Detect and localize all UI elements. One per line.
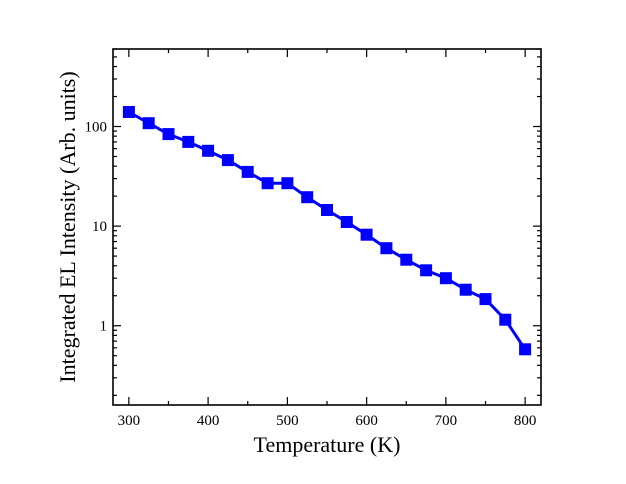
x-tick-label: 600	[355, 413, 378, 429]
x-tick-label: 300	[118, 413, 141, 429]
data-point	[241, 165, 254, 178]
data-point	[439, 272, 452, 285]
data-point	[479, 293, 492, 306]
data-point	[400, 253, 413, 266]
data-point	[519, 343, 532, 356]
plot-frame	[112, 48, 542, 406]
data-point	[321, 204, 333, 216]
data-point	[420, 264, 433, 277]
y-axis-title: Integrated EL Intensity (Arb. units)	[55, 71, 80, 382]
y-tick-label: 1	[100, 319, 108, 335]
data-point	[459, 283, 472, 296]
x-axis-title: Temperature (K)	[254, 432, 401, 457]
data-point	[122, 106, 135, 118]
data-point	[162, 128, 175, 141]
data-point	[360, 228, 373, 241]
data-point	[142, 117, 155, 130]
y-tick-label: 100	[85, 120, 108, 136]
series-markers	[122, 106, 532, 356]
x-tick-label: 500	[276, 413, 299, 429]
data-point	[202, 144, 215, 157]
data-point	[221, 154, 234, 167]
axis-tick-labels: 300 400 500 600 700 800 1 10 100	[85, 120, 537, 429]
data-point	[261, 177, 274, 190]
x-tick-label: 700	[435, 413, 458, 429]
data-point	[499, 313, 512, 326]
x-tick-label: 800	[514, 413, 537, 429]
data-point	[340, 216, 353, 228]
data-point	[301, 191, 314, 204]
data-point	[182, 135, 195, 148]
data-point	[281, 177, 294, 190]
data-point	[380, 242, 393, 255]
x-tick-label: 400	[197, 413, 220, 429]
y-tick-label: 10	[92, 219, 107, 235]
axis-ticks	[113, 48, 541, 405]
